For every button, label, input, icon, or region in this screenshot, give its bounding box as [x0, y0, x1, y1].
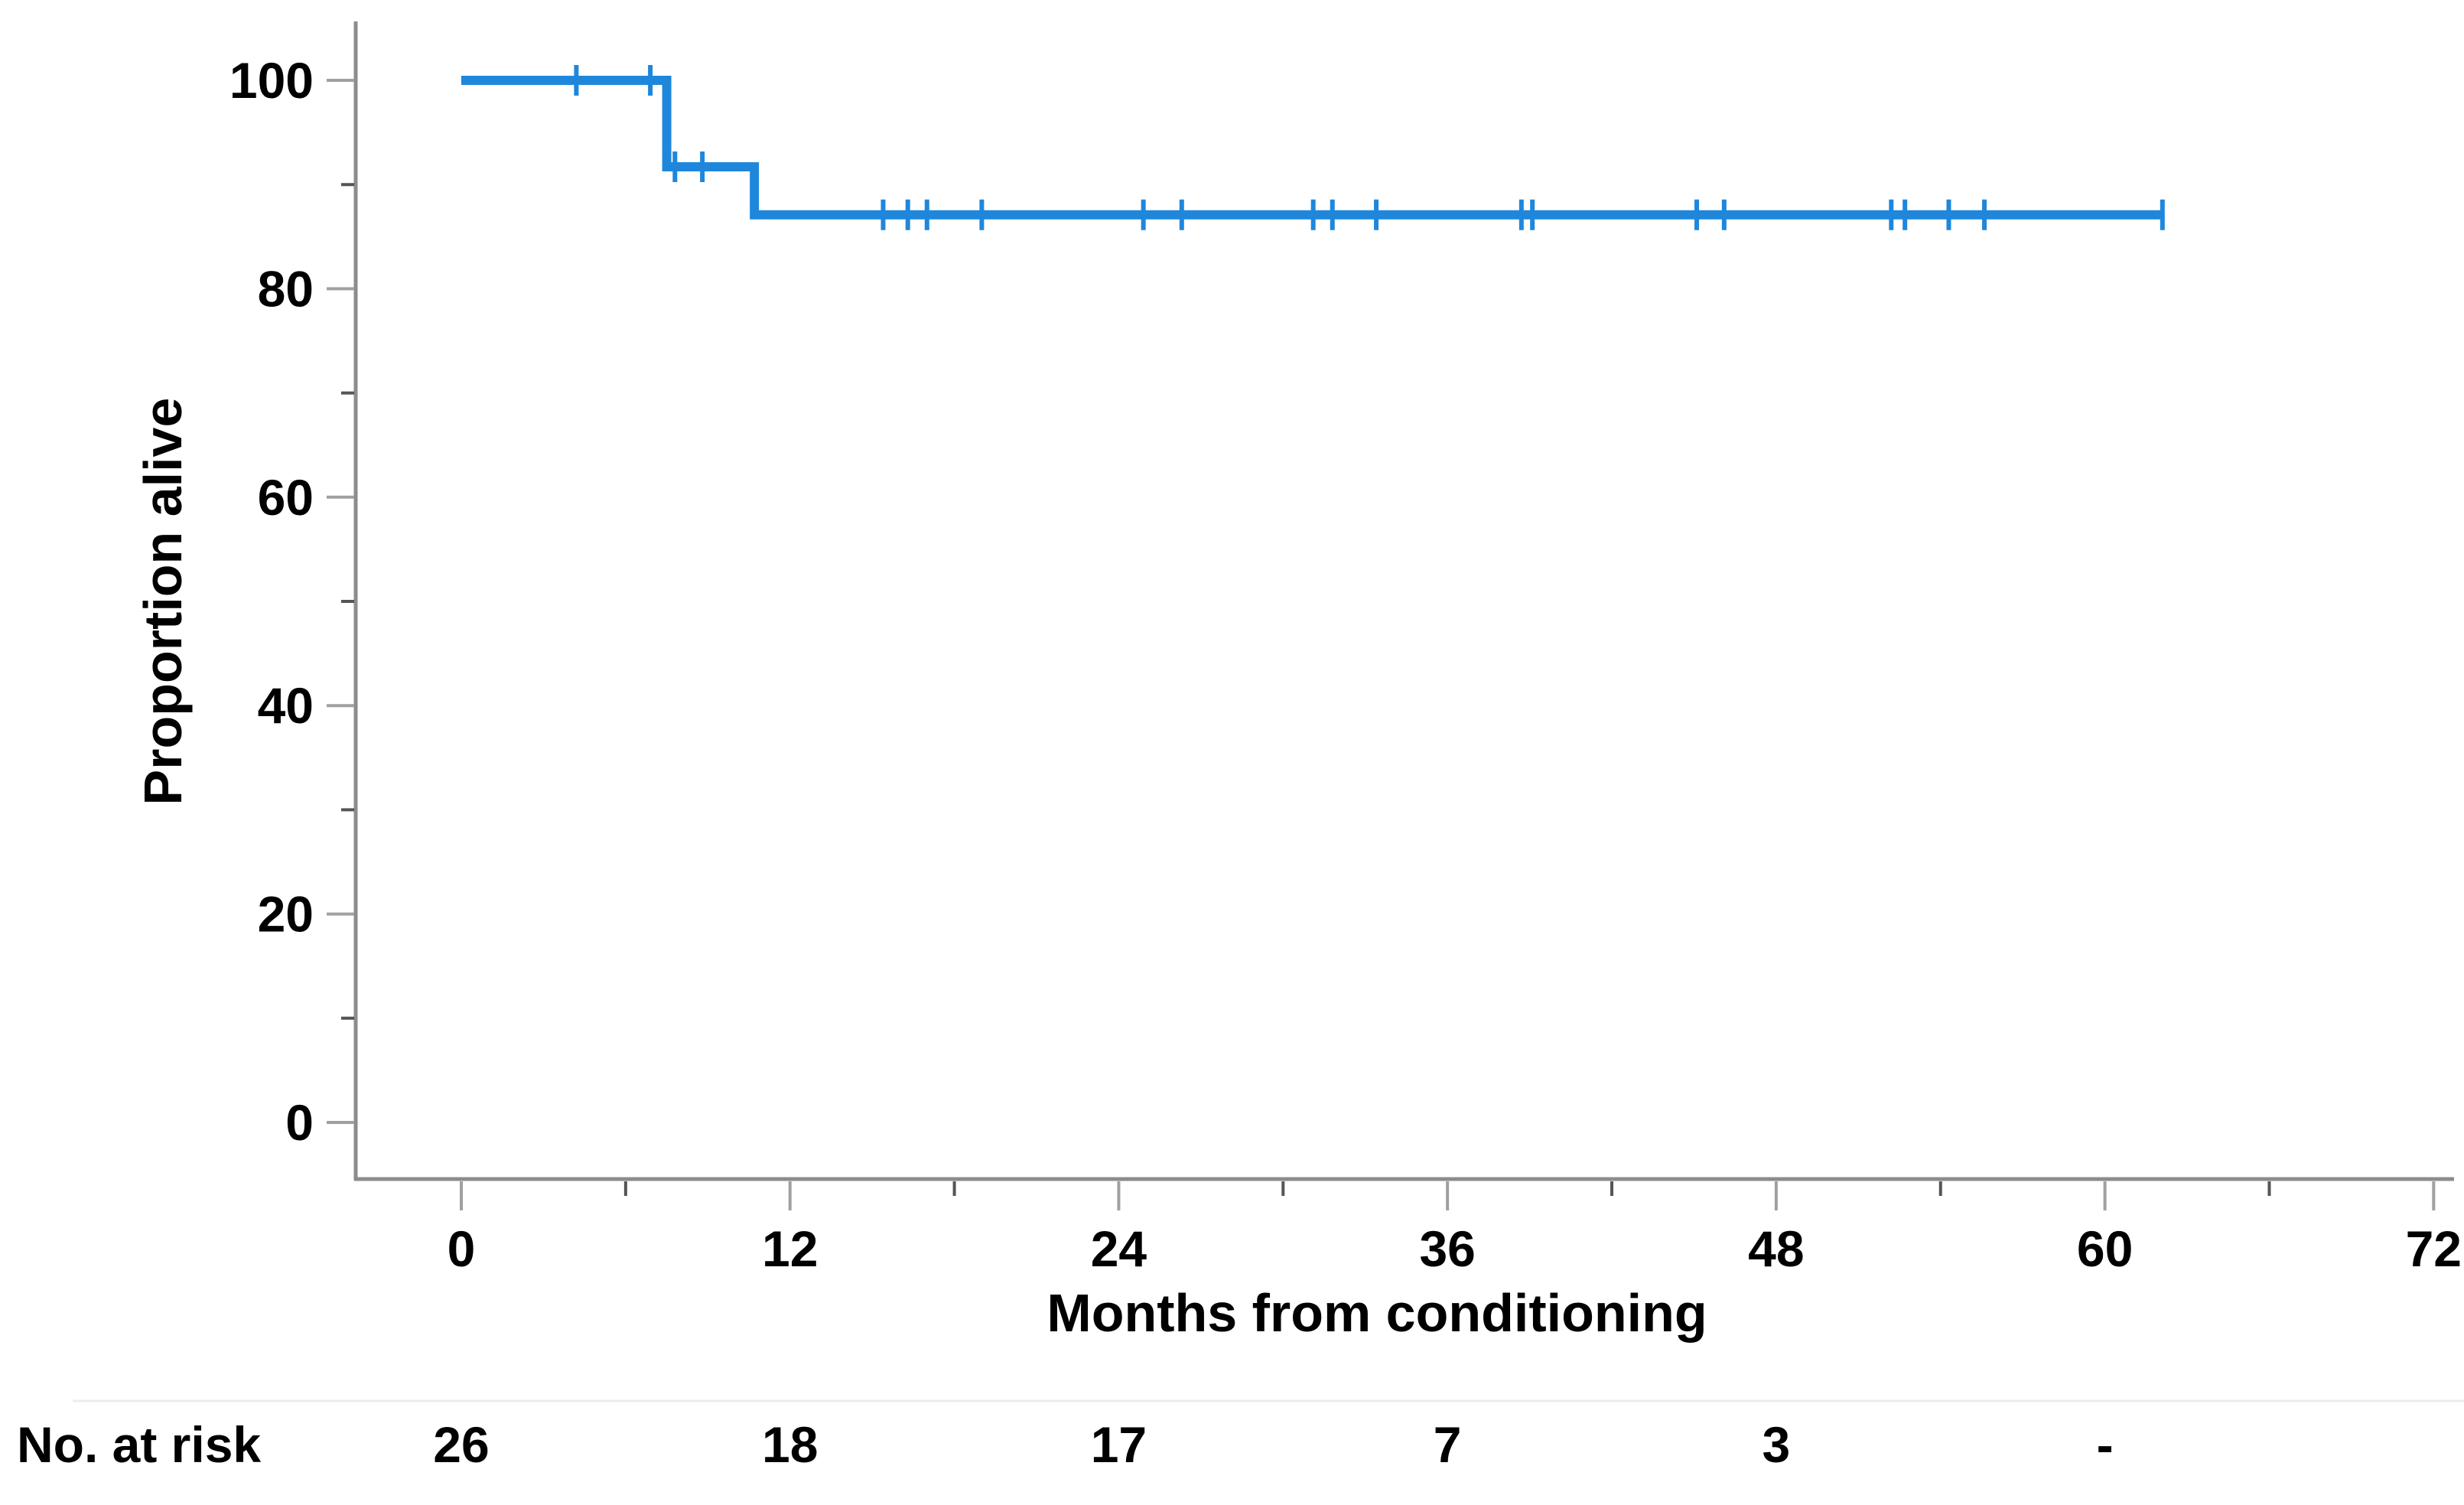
axis-ticks [327, 79, 2436, 1210]
y-tick-label: 100 [229, 52, 314, 109]
risk-count: 17 [1091, 1416, 1147, 1473]
y-axis-title: Proportion alive [133, 398, 193, 806]
x-axis-title: Months from conditioning [1046, 1283, 1707, 1343]
x-tick-label: 0 [448, 1220, 476, 1277]
x-tick-label: 72 [2406, 1220, 2462, 1277]
risk-count: - [2097, 1416, 2114, 1473]
risk-count: 3 [1763, 1416, 1791, 1473]
x-tick-label: 36 [1419, 1220, 1475, 1277]
risk-table-label: No. at risk [17, 1416, 261, 1473]
risk-count: 7 [1434, 1416, 1462, 1473]
y-tick-label: 0 [285, 1094, 314, 1151]
x-tick-label: 24 [1091, 1220, 1147, 1277]
x-tick-label: 12 [762, 1220, 818, 1277]
axes [353, 21, 2454, 1181]
x-tick-label: 60 [2077, 1220, 2133, 1277]
y-tick-label: 40 [258, 677, 314, 734]
survival-curve [461, 76, 2163, 220]
x-tick-label: 48 [1748, 1220, 1804, 1277]
risk-table-values: 26 18 17 7 3 - [433, 1416, 2113, 1473]
risk-count: 26 [433, 1416, 489, 1473]
survival-curve-group [461, 65, 2165, 230]
tick-labels: 0 20 40 60 80 100 0 12 24 36 48 60 72 [229, 52, 2462, 1277]
y-tick-label: 60 [258, 469, 314, 526]
y-tick-label: 80 [258, 260, 314, 317]
risk-count: 18 [762, 1416, 818, 1473]
y-tick-label: 20 [258, 886, 314, 943]
